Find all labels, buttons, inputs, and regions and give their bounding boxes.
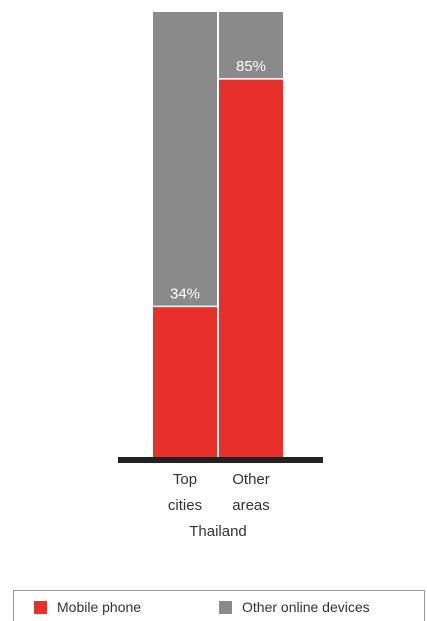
x-tick-label-other-areas-line1: Other — [232, 471, 270, 488]
x-tick-label-other-areas-line2: areas — [232, 497, 270, 514]
data-label-top-cities: 34% — [170, 285, 200, 302]
bar-mobile-phone-other-areas — [219, 78, 283, 459]
bars-group — [153, 12, 283, 459]
bar-other-online-devices-top-cities — [153, 12, 217, 307]
legend-item-mobile-phone: Mobile phone — [34, 599, 141, 615]
x-tick-label-top-cities-line2: cities — [168, 497, 202, 514]
stacked-bar-chart: 34% Top cities 85% Other areas Thailand — [118, 12, 323, 540]
legend-label-other-online-devices: Other online devices — [242, 599, 370, 615]
bar-mobile-phone-top-cities — [153, 306, 217, 458]
data-label-other-areas: 85% — [236, 58, 266, 75]
x-group-label: Thailand — [189, 523, 247, 540]
labels-group: 34% Top cities 85% Other areas Thailand — [168, 58, 270, 540]
bar-other-online-devices-other-areas — [219, 12, 283, 79]
legend: Mobile phone Other online devices — [13, 590, 425, 621]
legend-swatch-other-online-devices — [219, 600, 232, 614]
legend-item-other-online-devices: Other online devices — [219, 599, 370, 615]
x-tick-label-top-cities-line1: Top — [173, 471, 197, 488]
legend-swatch-mobile-phone — [34, 600, 47, 614]
legend-label-mobile-phone: Mobile phone — [57, 599, 142, 615]
